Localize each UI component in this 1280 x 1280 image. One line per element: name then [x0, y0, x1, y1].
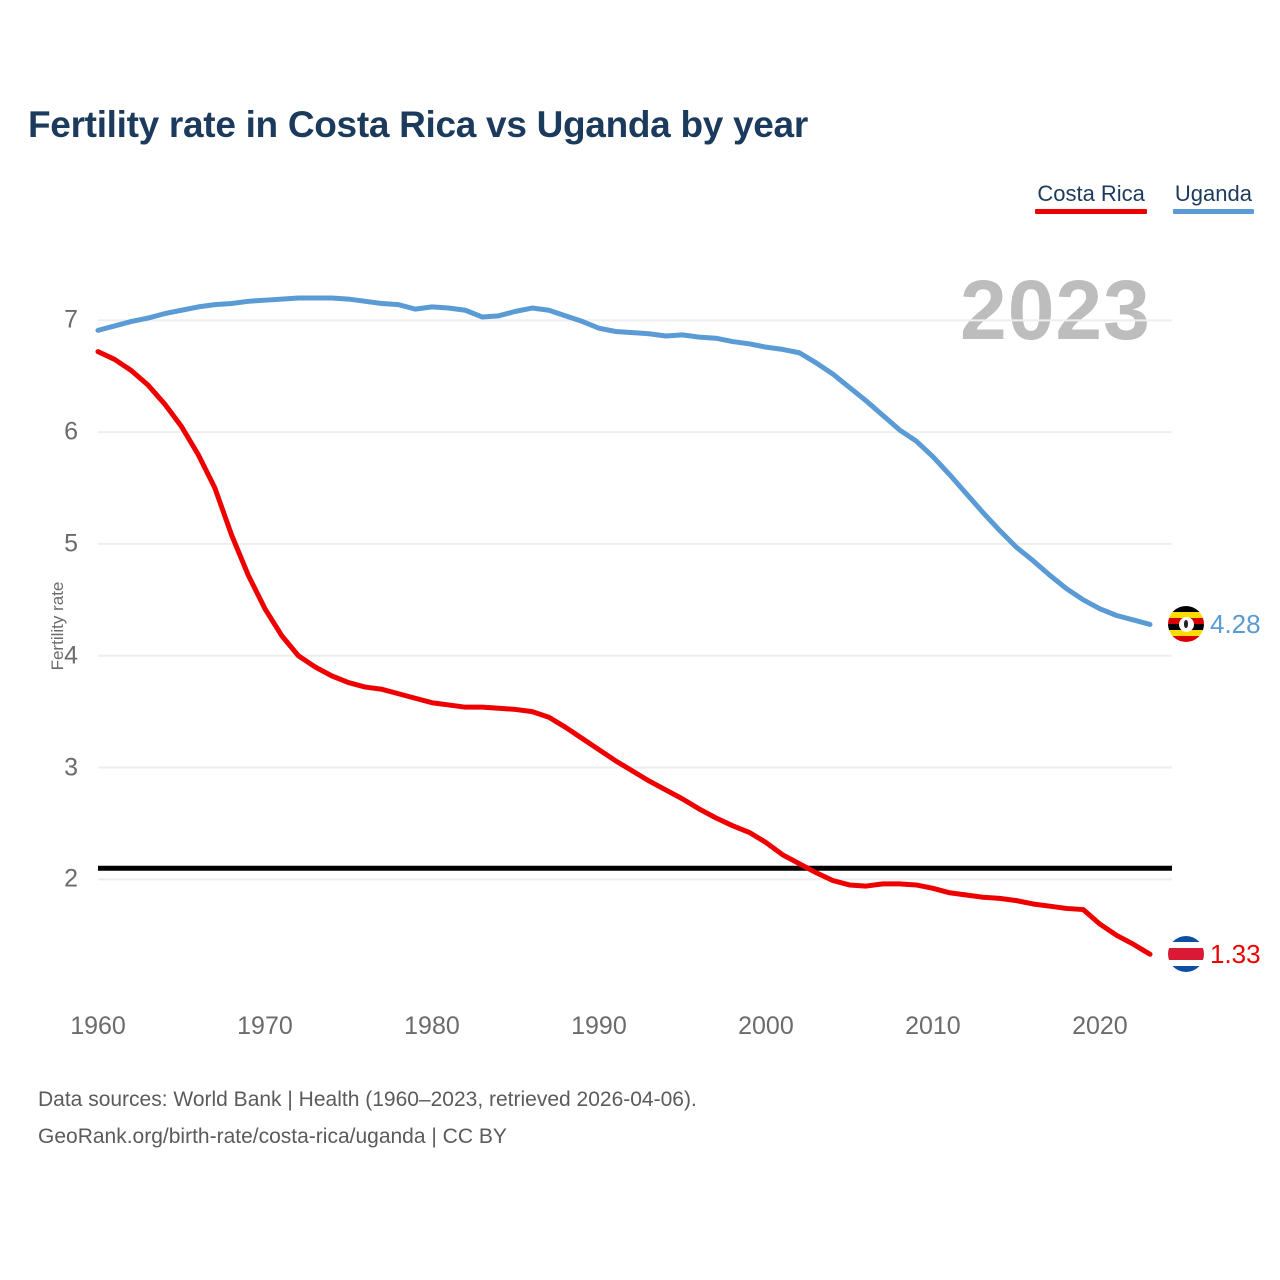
footer-line-2: GeoRank.org/birth-rate/costa-rica/uganda… — [38, 1124, 507, 1148]
x-axis-tick-2020: 2020 — [1072, 1012, 1128, 1040]
legend-item-uganda[interactable]: Uganda — [1172, 181, 1254, 215]
x-axis-tick-1960: 1960 — [70, 1012, 126, 1040]
chart-legend: Costa Rica Uganda — [1035, 181, 1254, 215]
y-axis-title: Fertility rate — [48, 581, 67, 671]
legend-item-costa-rica[interactable]: Costa Rica — [1035, 181, 1147, 215]
page-title: Fertility rate in Costa Rica vs Uganda b… — [28, 104, 808, 145]
legend-rule-uganda — [1172, 209, 1254, 215]
costa-rica-endpoint: 1.33 — [1168, 936, 1261, 973]
uganda-endpoint-value: 4.28 — [1210, 609, 1261, 640]
uganda-endpoint: 4.28 — [1168, 606, 1261, 643]
footer-sources: Data sources: World Bank | Health (1960–… — [38, 1082, 697, 1156]
x-axis-tick-2010: 2010 — [905, 1012, 961, 1040]
footer-line-1: Data sources: World Bank | Health (1960–… — [38, 1088, 697, 1111]
legend-label-uganda: Uganda — [1174, 181, 1252, 206]
uganda-flag-icon — [1168, 606, 1204, 643]
x-axis-tick-1970: 1970 — [237, 1012, 293, 1040]
legend-rule-costa-rica — [1035, 209, 1147, 215]
legend-label-costa-rica: Costa Rica — [1037, 181, 1145, 206]
x-axis-tick-2000: 2000 — [738, 1012, 794, 1040]
y-axis-tick-3: 3 — [64, 753, 78, 782]
y-axis-tick-5: 5 — [64, 529, 78, 558]
x-axis-tick-1990: 1990 — [571, 1012, 627, 1040]
y-axis-tick-6: 6 — [64, 417, 78, 446]
year-watermark: 2023 — [960, 263, 1151, 357]
x-axis-tick-1980: 1980 — [404, 1012, 460, 1040]
y-axis-tick-7: 7 — [64, 305, 78, 334]
costa-rica-flag-icon — [1168, 936, 1204, 973]
costa-rica-endpoint-value: 1.33 — [1210, 939, 1261, 970]
y-axis-tick-2: 2 — [64, 864, 78, 893]
y-axis-tick-4: 4 — [64, 641, 78, 670]
